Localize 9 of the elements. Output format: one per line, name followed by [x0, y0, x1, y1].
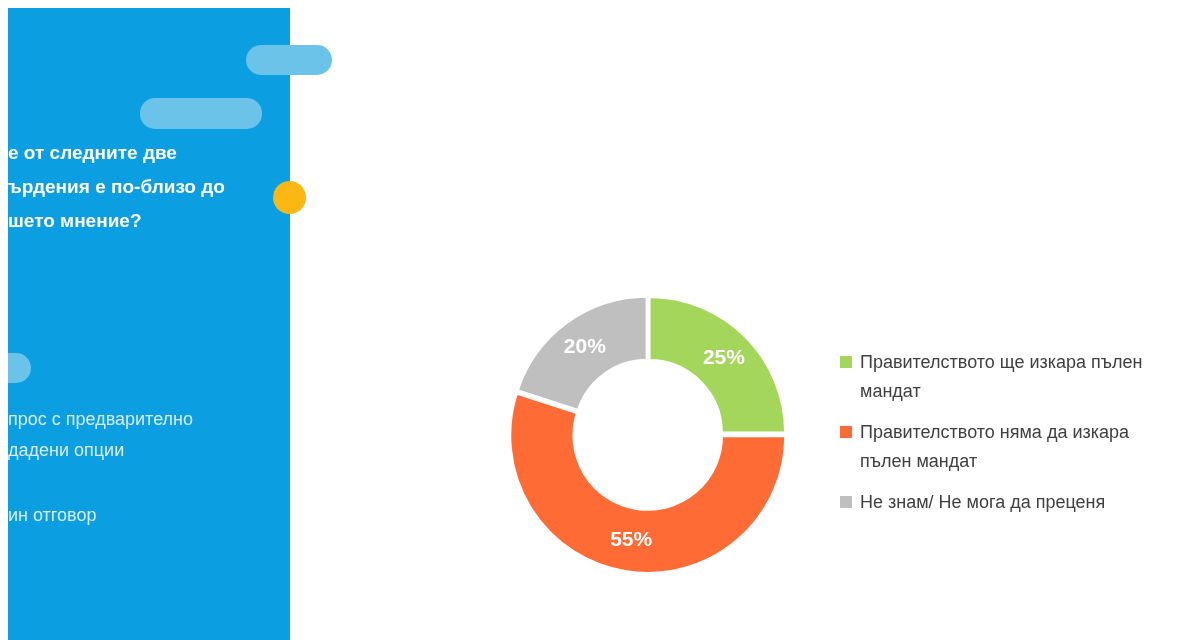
- data-label: 25%: [702, 344, 746, 368]
- legend-label: Правителството ще изкара пълен мандат: [860, 351, 1144, 403]
- data-label: 20%: [563, 333, 607, 357]
- text: ин отговор: [8, 504, 98, 527]
- legend-label: Правителството няма да изкара пълен мандат: [860, 421, 1130, 473]
- data-label: 55%: [610, 526, 653, 550]
- text: е от следните две ърдения е по-близо до шето мнение?: [8, 141, 226, 233]
- legend-label: Не знам/ Не мога да преценя: [860, 491, 1106, 514]
- text: прос с предварително дадени опции: [8, 408, 194, 462]
